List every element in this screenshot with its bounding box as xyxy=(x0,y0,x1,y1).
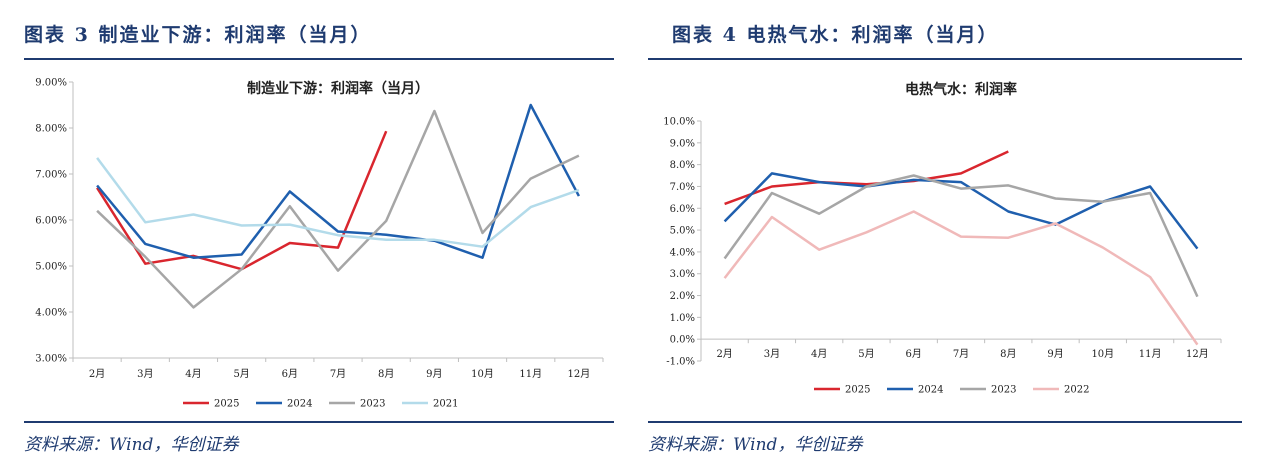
series-line-2025 xyxy=(724,150,1009,206)
legend-label-2023: 2023 xyxy=(991,385,1016,396)
legend-label-2023: 2023 xyxy=(360,399,385,410)
y-tick-label: 4.0% xyxy=(670,247,695,258)
figure-4-panel: 图表 4 电热气水：利润率（当月） 电热气水：利润率 -1.0% 0.0% 1.0% 2… xyxy=(648,0,1265,457)
x-tick-label: 12月 xyxy=(1186,348,1209,360)
chart-manufacturing-downstream-profit-margin: 制造业下游：利润率（当月） 3.00% 4.00% 5.00% 6.00% 7.00% 8.… xyxy=(35,78,604,410)
x-tick-label: 9月 xyxy=(1047,348,1063,360)
x-tick-label: 11月 xyxy=(1139,348,1162,360)
legend-label-2025: 2025 xyxy=(214,399,239,410)
legend-label-2022: 2022 xyxy=(1064,385,1089,396)
legend-label-2024: 2024 xyxy=(287,399,312,410)
figure-3-title: 图表 3 制造业下游：利润率（当月） xyxy=(24,24,372,46)
series-line-2023 xyxy=(96,109,580,309)
y-tick-label: 5.0% xyxy=(670,226,695,237)
figure-3-top-rule xyxy=(24,58,614,60)
figure-4-top-rule xyxy=(648,58,1242,60)
x-tick-label: 3月 xyxy=(137,368,153,380)
y-tick-label: 7.0% xyxy=(670,182,695,193)
x-tick-label: 2月 xyxy=(716,348,732,360)
y-tick-label: 0.0% xyxy=(670,335,695,346)
x-tick-label: 8月 xyxy=(1000,348,1016,360)
x-tick-label: 4月 xyxy=(811,348,827,360)
y-tick-label: 3.0% xyxy=(670,269,695,280)
x-tick-label: 5月 xyxy=(858,348,874,360)
x-tick-label: 4月 xyxy=(185,368,201,380)
x-tick-label: 2月 xyxy=(89,368,105,380)
figure-4-source: 资料来源：Wind，华创证券 xyxy=(648,435,863,455)
x-tick-label: 6月 xyxy=(906,348,922,360)
x-tick-label: 11月 xyxy=(519,368,542,380)
y-tick-label: 8.0% xyxy=(670,160,695,171)
y-tick-label: 9.00% xyxy=(35,78,67,89)
x-tick-label: 3月 xyxy=(764,348,780,360)
series-line-2024 xyxy=(96,103,581,259)
legend-label-2021: 2021 xyxy=(433,399,458,410)
y-tick-label: -1.0% xyxy=(666,357,695,368)
x-tick-label: 7月 xyxy=(330,368,346,380)
series-line-2024 xyxy=(723,172,1199,250)
y-tick-label: 6.00% xyxy=(35,216,67,227)
figure-4-title: 图表 4 电热气水：利润率（当月） xyxy=(672,24,999,46)
figure-4-bottom-rule xyxy=(648,421,1242,423)
y-tick-label: 6.0% xyxy=(670,204,695,215)
y-tick-label: 9.0% xyxy=(670,138,695,149)
x-tick-label: 7月 xyxy=(953,348,969,360)
y-tick-label: 10.0% xyxy=(663,117,695,128)
figure-3-panel: 图表 3 制造业下游：利润率（当月） 制造业下游：利润率（当月） 3.00% 4.0… xyxy=(0,0,615,457)
x-tick-label: 10月 xyxy=(471,368,494,380)
series-line-2023 xyxy=(723,174,1199,298)
x-tick-label: 10月 xyxy=(1091,348,1114,360)
x-tick-label: 6月 xyxy=(282,368,298,380)
y-tick-label: 1.0% xyxy=(670,313,695,324)
series-line-2025 xyxy=(96,130,388,271)
chart-title: 电热气水：利润率 xyxy=(905,81,1017,98)
chart-title: 制造业下游：利润率（当月） xyxy=(247,80,429,97)
x-tick-label: 9月 xyxy=(426,368,442,380)
y-tick-label: 8.00% xyxy=(35,124,67,135)
y-tick-label: 5.00% xyxy=(35,262,67,273)
legend-label-2024: 2024 xyxy=(918,385,943,396)
y-tick-label: 3.00% xyxy=(35,354,67,365)
series-line-2021 xyxy=(96,157,580,248)
x-tick-label: 5月 xyxy=(233,368,249,380)
chart-utilities-profit-margin: 电热气水：利润率 -1.0% 0.0% 1.0% 2.0% 3.0% 4.0% 5.0% 6.0… xyxy=(663,81,1222,396)
x-tick-label: 8月 xyxy=(378,368,394,380)
figure-3-source: 资料来源：Wind，华创证券 xyxy=(24,435,239,455)
y-tick-label: 7.00% xyxy=(35,170,67,181)
x-tick-label: 12月 xyxy=(568,368,591,380)
series-line-2022 xyxy=(723,210,1199,346)
figure-3-bottom-rule xyxy=(24,421,614,423)
legend-label-2025: 2025 xyxy=(845,385,870,396)
y-tick-label: 2.0% xyxy=(670,291,695,302)
y-tick-label: 4.00% xyxy=(35,308,67,319)
